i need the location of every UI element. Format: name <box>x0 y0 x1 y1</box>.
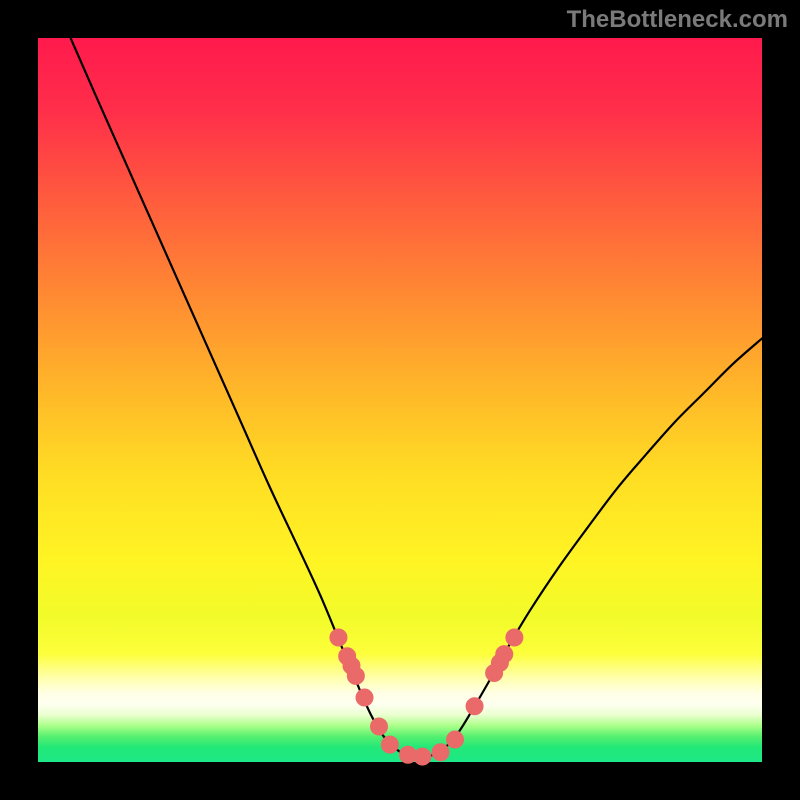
data-dot <box>414 748 431 765</box>
chart-svg <box>0 0 800 800</box>
data-dot <box>330 629 347 646</box>
data-dot <box>447 731 464 748</box>
data-dots-group <box>330 629 523 765</box>
bottleneck-curve <box>71 38 762 757</box>
data-dot <box>466 698 483 715</box>
data-dot <box>347 667 364 684</box>
data-dot <box>371 718 388 735</box>
data-dot <box>381 736 398 753</box>
data-dot <box>506 629 523 646</box>
data-dot <box>496 646 513 663</box>
watermark-text: TheBottleneck.com <box>567 6 788 34</box>
data-dot <box>356 689 373 706</box>
data-dot <box>432 744 449 761</box>
figure-container: TheBottleneck.com <box>0 0 800 800</box>
